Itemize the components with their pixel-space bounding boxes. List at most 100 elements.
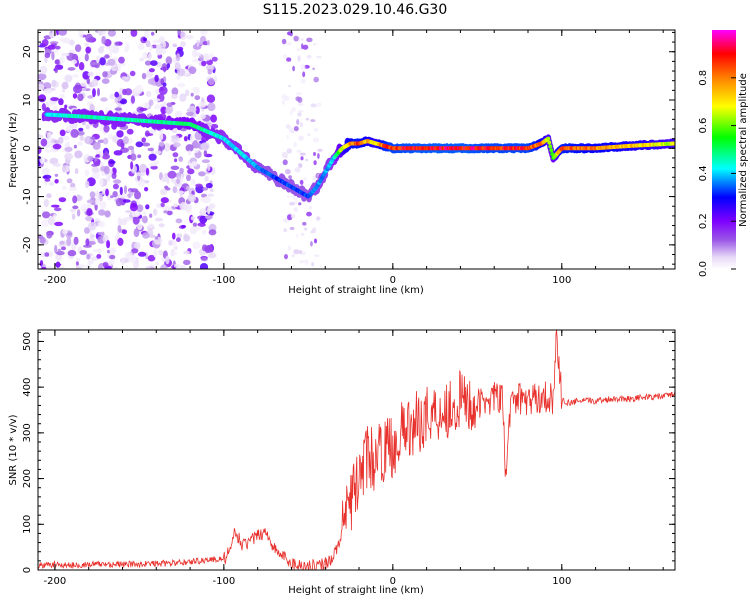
heatmap-noise: [286, 57, 292, 62]
heatmap-noise: [122, 199, 131, 203]
heatmap-noise: [41, 167, 50, 176]
heatmap-noise: [57, 136, 64, 144]
heatmap-noise: [156, 61, 162, 68]
heatmap-noise: [99, 150, 104, 159]
heatmap-noise: [141, 72, 147, 80]
heatmap-noise: [148, 163, 158, 167]
heatmap-noise: [204, 175, 209, 182]
heatmap-ridge-core: [546, 136, 551, 141]
snr-panel: -200 -100 0 100 0 100 200 300 400 500 Height of s…: [8, 329, 676, 596]
heatmap-noise: [296, 149, 302, 153]
heatmap-noise: [293, 35, 299, 42]
heatmap-noise: [85, 33, 93, 43]
heatmap-noise: [168, 207, 173, 211]
heatmap-noise: [298, 163, 303, 168]
heatmap-noise: [295, 96, 301, 102]
heatmap-noise: [166, 63, 171, 69]
heatmap-noise: [94, 160, 101, 167]
heatmap-noise: [109, 254, 116, 260]
heatmap-noise: [102, 137, 109, 145]
heatmap-noise: [175, 53, 181, 62]
heatmap-noise: [135, 84, 143, 94]
heatmap-noise: [306, 54, 312, 59]
heatmap-noise: [160, 106, 167, 114]
heatmap-noise: [62, 229, 68, 235]
heatmap-noise: [76, 194, 81, 202]
heatmap-noise: [170, 251, 178, 256]
heatmap-noise: [130, 161, 134, 170]
heatmap-noise: [105, 188, 109, 197]
heatmap-noise: [199, 41, 203, 46]
heatmap-noise: [310, 119, 316, 123]
heatmap-noise: [183, 136, 188, 142]
heatmap-noise: [207, 206, 211, 215]
heatmap-noise: [107, 134, 114, 140]
heatmap-noise: [92, 88, 96, 98]
heatmap-noise: [297, 55, 301, 62]
heatmap-noise: [49, 157, 59, 165]
heatmap-noise: [114, 41, 120, 46]
heatmap-noise: [121, 76, 128, 80]
heatmap-noise: [171, 137, 179, 143]
heatmap-noise: [195, 106, 200, 115]
heatmap-noise: [68, 186, 77, 191]
heatmap-noise: [141, 215, 148, 224]
heatmap-noise: [180, 173, 184, 183]
heatmap-noise: [192, 241, 201, 250]
heatmap-noise: [287, 84, 292, 88]
heatmap-noise: [148, 129, 157, 134]
heatmap-noise: [113, 150, 123, 156]
heatmap-noise: [116, 130, 124, 138]
heatmap-noise: [50, 97, 59, 102]
heatmap-noise: [52, 143, 62, 150]
heatmap-noise: [204, 57, 211, 61]
heatmap-noise: [136, 204, 144, 213]
heatmap-noise: [125, 42, 130, 51]
heatmap-noise: [67, 232, 73, 236]
heatmap-noise: [188, 105, 197, 114]
heatmap-noise: [87, 259, 94, 265]
heatmap-noise: [58, 37, 67, 42]
heatmap-noise: [84, 43, 89, 47]
heatmap-noise: [285, 169, 291, 175]
heatmap-noise: [168, 240, 173, 246]
heatmap-noise: [298, 135, 304, 141]
heatmap-noise: [43, 174, 52, 180]
colorbar-label: Normalized spectral amplitude: [738, 73, 749, 227]
heatmap-noise: [298, 250, 303, 255]
heatmap-noise: [201, 60, 207, 67]
heatmap-noise: [295, 234, 299, 238]
heatmap-ridge-core: [549, 148, 554, 153]
heatmap-noise: [184, 89, 190, 97]
heatmap-noise: [72, 93, 78, 99]
snr-xlabel: Height of straight line (km): [288, 585, 424, 596]
heatmap-noise: [174, 62, 181, 71]
snr-line-layer: [38, 330, 675, 570]
heatmap-noise: [96, 55, 100, 64]
heatmap-noise: [117, 237, 124, 246]
heatmap-noise: [206, 40, 210, 46]
heatmap-noise: [201, 159, 211, 164]
heatmap-noise: [180, 224, 187, 229]
colorbar-tick-label: 0.2: [698, 213, 709, 229]
heatmap-noise: [163, 210, 169, 214]
heatmap-ytick-label: -10: [22, 188, 33, 204]
colorbar-tick-label: 0.0: [698, 261, 709, 277]
heatmap-noise: [38, 134, 43, 139]
heatmap-noise: [297, 112, 302, 117]
heatmap-noise: [83, 244, 92, 248]
heatmap-noise: [299, 179, 304, 185]
heatmap-noise: [54, 179, 59, 184]
heatmap-noise: [103, 165, 110, 175]
heatmap-noise: [197, 222, 206, 227]
heatmap-noise: [180, 41, 186, 48]
heatmap-noise: [192, 222, 198, 227]
heatmap-noise: [99, 124, 105, 130]
heatmap-noise: [121, 256, 125, 266]
heatmap-noise: [281, 151, 288, 158]
heatmap-noise: [312, 43, 317, 46]
heatmap-noise: [317, 153, 320, 159]
heatmap-noise: [130, 95, 135, 104]
